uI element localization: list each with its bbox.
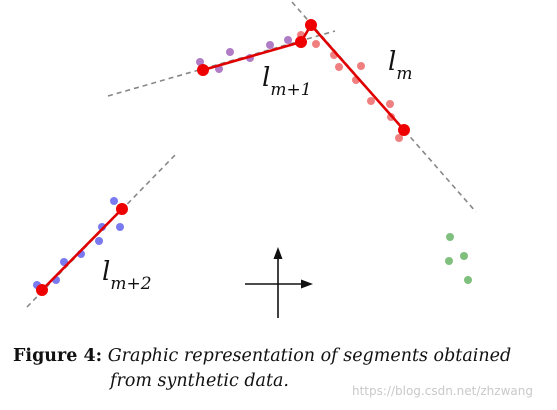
data-point (284, 36, 292, 44)
data-point (226, 48, 234, 56)
endpoint (295, 36, 307, 48)
data-point (395, 134, 403, 142)
points-m-plus-1 (196, 36, 292, 73)
endpoint (398, 124, 410, 136)
data-point (116, 223, 124, 231)
caption-line-1: Figure 4: Graphic representation of segm… (13, 344, 511, 369)
endpoint (305, 19, 317, 31)
data-point (386, 100, 394, 108)
fitted-segments (40, 23, 406, 292)
endpoint (197, 64, 209, 76)
caption-text-1: Graphic representation of segments obtai… (107, 346, 512, 366)
arrow-right-icon (301, 279, 313, 289)
arrow-up-icon (273, 247, 283, 259)
data-point (460, 252, 468, 260)
data-point (266, 41, 274, 49)
segment-endpoints (36, 19, 410, 296)
figure-label: Figure 4: (13, 346, 103, 366)
segment-m (309, 23, 406, 132)
watermark: https://blog.csdn.net/zhzwang (352, 384, 533, 398)
points-unassigned (445, 233, 472, 284)
endpoint (36, 284, 48, 296)
data-point (446, 233, 454, 241)
data-point (95, 237, 103, 245)
data-point (110, 197, 118, 205)
data-point (357, 62, 365, 70)
data-point (445, 257, 453, 265)
label-m-plus-2: lm+2 (102, 257, 152, 294)
caption-line-2: from synthetic data. (110, 371, 289, 391)
data-point (367, 97, 375, 105)
data-point (312, 40, 320, 48)
label-m: lm (388, 47, 412, 84)
segment-m-plus-2 (40, 207, 124, 292)
extension-lines (26, 1, 477, 308)
data-point (335, 63, 343, 71)
endpoint (116, 203, 128, 215)
data-point (196, 58, 204, 66)
segment-m-plus-1 (201, 40, 303, 72)
label-m-plus-1: lm+1 (262, 63, 312, 100)
data-point (464, 276, 472, 284)
axes-icon (245, 247, 313, 318)
